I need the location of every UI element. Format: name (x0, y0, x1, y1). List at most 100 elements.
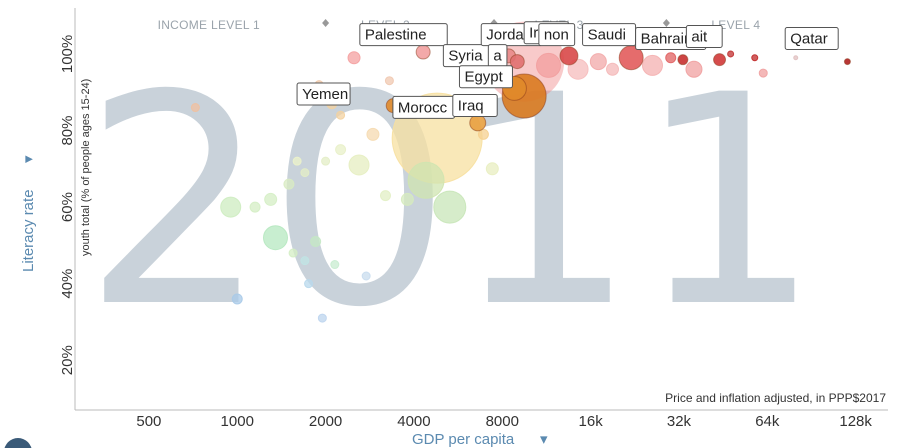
country-bubble[interactable] (415, 44, 431, 60)
bubble (317, 313, 327, 323)
country-label-box (452, 93, 498, 117)
country-bubble[interactable] (713, 53, 727, 67)
x-tick-label: 2000 (309, 413, 342, 430)
bubble (407, 161, 445, 199)
bubble (384, 76, 394, 86)
bubble (220, 196, 242, 218)
bubble (400, 192, 414, 206)
x-tick-label: 128k (839, 413, 872, 430)
country-label[interactable]: Palestine (359, 23, 448, 47)
bubble (751, 54, 759, 62)
country-label[interactable]: Iraq (452, 93, 498, 117)
bubble (366, 127, 380, 141)
bubble (264, 192, 278, 206)
country-label-text: Bahrain (641, 30, 693, 47)
income-divider-icon (662, 19, 670, 27)
y-tick-label: 20% (59, 345, 76, 375)
bubble (536, 52, 562, 78)
income-divider-icon (322, 19, 330, 27)
bubble (190, 103, 200, 113)
bubble (292, 156, 302, 166)
income-level-label[interactable]: INCOME LEVEL 1 (158, 18, 260, 32)
bubble (361, 271, 371, 281)
x-tick-labels: 500 1000 2000 4000 8000 16k 32k 64k 128k (136, 413, 872, 430)
y-tick-label: 40% (59, 269, 76, 299)
bubble (321, 156, 331, 166)
axes (74, 8, 888, 411)
y-tick-labels: 20% 40% 60% 80% 100% (59, 35, 76, 375)
country-label-box (538, 23, 576, 47)
bubble (685, 60, 703, 78)
y-tick-label: 60% (59, 192, 76, 222)
y-tick-label: 100% (59, 35, 76, 73)
x-tick-label: 64k (755, 413, 780, 430)
bubble (231, 293, 243, 305)
income-level-label[interactable]: LEVEL 4 (711, 18, 760, 32)
country-label-box (685, 25, 723, 49)
x-axis-note: Price and inflation adjusted, in PPP$201… (665, 391, 886, 405)
country-labels[interactable]: PalestineSyriaJordanIrannonaSaudiBahrain… (296, 21, 839, 119)
bubble (641, 54, 663, 76)
y-axis-title-group[interactable]: Literacy rate ▾ youth total (% of people… (20, 79, 92, 272)
bubble (477, 128, 489, 140)
country-label-text: Morocc (398, 99, 448, 116)
x-tick-label: 4000 (397, 413, 430, 430)
country-bubble[interactable] (677, 54, 689, 66)
x-tick-label: 8000 (486, 413, 519, 430)
bubble (304, 279, 314, 289)
bubble (348, 154, 370, 176)
bubble (262, 225, 288, 251)
country-label-text: Yemen (302, 86, 348, 103)
x-tick-label: 500 (136, 413, 161, 430)
y-axis-title[interactable]: Literacy rate (20, 189, 37, 272)
country-bubble[interactable] (559, 46, 579, 66)
country-label-text: ait (691, 29, 708, 46)
bubble (330, 260, 340, 270)
country-label[interactable]: Syria (442, 44, 497, 68)
x-axis-dropdown-icon[interactable]: ▾ (540, 431, 548, 448)
country-label[interactable]: Saudi (582, 23, 637, 47)
bubble (793, 55, 799, 61)
bubble (300, 256, 310, 266)
x-tick-label: 16k (579, 413, 604, 430)
country-label[interactable]: a (487, 44, 508, 68)
bubble (336, 110, 346, 120)
y-axis-dropdown-icon[interactable]: ▾ (20, 155, 37, 163)
country-label-box (458, 65, 513, 89)
y-axis-subtitle: youth total (% of people ages 15-24) (80, 79, 92, 256)
bubble (589, 53, 607, 71)
bubble (288, 248, 298, 258)
bubble (727, 50, 735, 58)
country-label-text: Iraq (458, 97, 484, 114)
bubble (283, 178, 295, 190)
country-label[interactable]: Egypt (458, 65, 513, 89)
country-label[interactable]: ait (685, 25, 723, 49)
bubble (433, 190, 467, 224)
country-label-text: Qatar (790, 30, 828, 47)
country-bubble[interactable] (469, 114, 487, 132)
country-label[interactable]: non (538, 23, 576, 47)
x-axis-title[interactable]: GDP per capita (412, 431, 515, 448)
country-label-text: Syria (448, 48, 483, 65)
bubble (347, 51, 361, 65)
country-label[interactable]: Morocc (392, 95, 456, 119)
country-label[interactable]: Yemen (296, 82, 351, 106)
bubble (665, 52, 677, 64)
country-label-text: Saudi (588, 27, 626, 44)
x-axis-title-group[interactable]: GDP per capita ▾ (412, 431, 548, 448)
country-label-text: a (493, 48, 502, 65)
country-label-text: Palestine (365, 27, 427, 44)
y-tick-label: 80% (59, 115, 76, 145)
country-label-box (296, 82, 351, 106)
bubble (310, 236, 322, 248)
country-label-text: Jordan (486, 27, 532, 44)
country-bubble[interactable] (509, 54, 525, 70)
bubble (379, 190, 391, 202)
country-bubble[interactable] (843, 58, 851, 66)
bubble (606, 62, 620, 76)
country-label-text: Egypt (464, 69, 503, 86)
play-button-icon[interactable] (4, 438, 32, 448)
country-label[interactable]: Qatar (784, 26, 839, 50)
bubble (758, 68, 768, 78)
